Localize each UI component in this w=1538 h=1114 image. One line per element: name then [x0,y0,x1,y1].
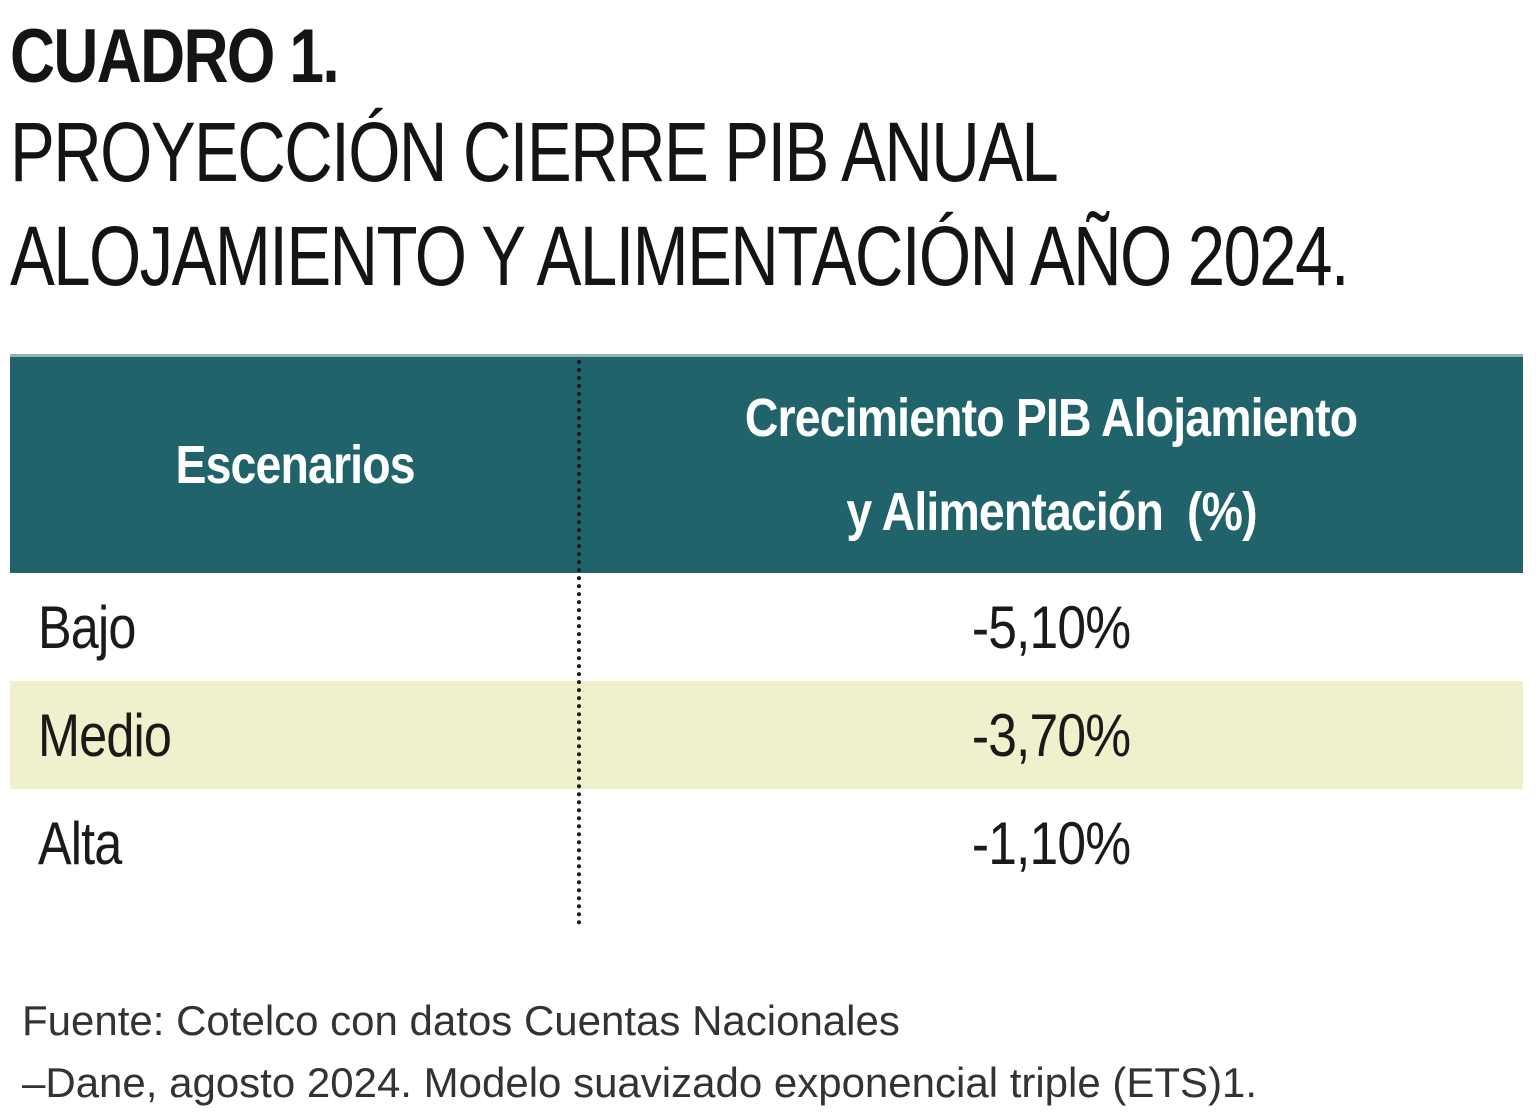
scenario-label: Medio [38,701,172,769]
scenario-label: Alta [38,809,122,877]
header-cell-scenarios: Escenarios [10,357,580,573]
header-growth-label-line-1: Crecimiento PIB Alojamiento [745,388,1358,448]
table-row: Alta -1,10% [10,789,1523,897]
caption-title-line-1: PROYECCIÓN CIERRE PIB ANUAL [10,105,1059,199]
growth-value: -1,10% [972,809,1131,877]
projection-table: Escenarios Crecimiento PIB Alojamiento y… [10,354,1523,897]
growth-value: -3,70% [972,701,1131,769]
caption-title-line-2: ALOJAMIENTO Y ALIMENTACIÓN AÑO 2024. [10,209,1350,303]
scenario-label: Bajo [38,593,136,661]
source-note: Fuente: Cotelco con datos Cuentas Nacion… [22,990,1257,1114]
header-scenarios-label: Escenarios [175,435,415,495]
table-caption: CUADRO 1. PROYECCIÓN CIERRE PIB ANUAL AL… [10,14,1510,308]
table-row: Medio -3,70% [10,681,1523,789]
header-growth-label-line-2: y Alimentación (%) [846,482,1257,542]
source-line-1: Fuente: Cotelco con datos Cuentas Nacion… [22,997,900,1044]
header-cell-growth: Crecimiento PIB Alojamiento y Alimentaci… [580,357,1523,573]
caption-label: CUADRO 1. [10,14,340,99]
growth-value-cell: -1,10% [580,789,1523,897]
scenario-cell: Bajo [38,573,154,681]
table-row: Bajo -5,10% [10,573,1523,681]
growth-value-cell: -5,10% [580,573,1523,681]
source-line-2: –Dane, agosto 2024. Modelo suavizado exp… [22,1059,1258,1106]
growth-value: -5,10% [972,593,1131,661]
scenario-cell: Alta [38,789,137,897]
column-divider [577,360,581,925]
scenario-cell: Medio [38,681,196,789]
growth-value-cell: -3,70% [580,681,1523,789]
table-header-row: Escenarios Crecimiento PIB Alojamiento y… [10,354,1523,573]
